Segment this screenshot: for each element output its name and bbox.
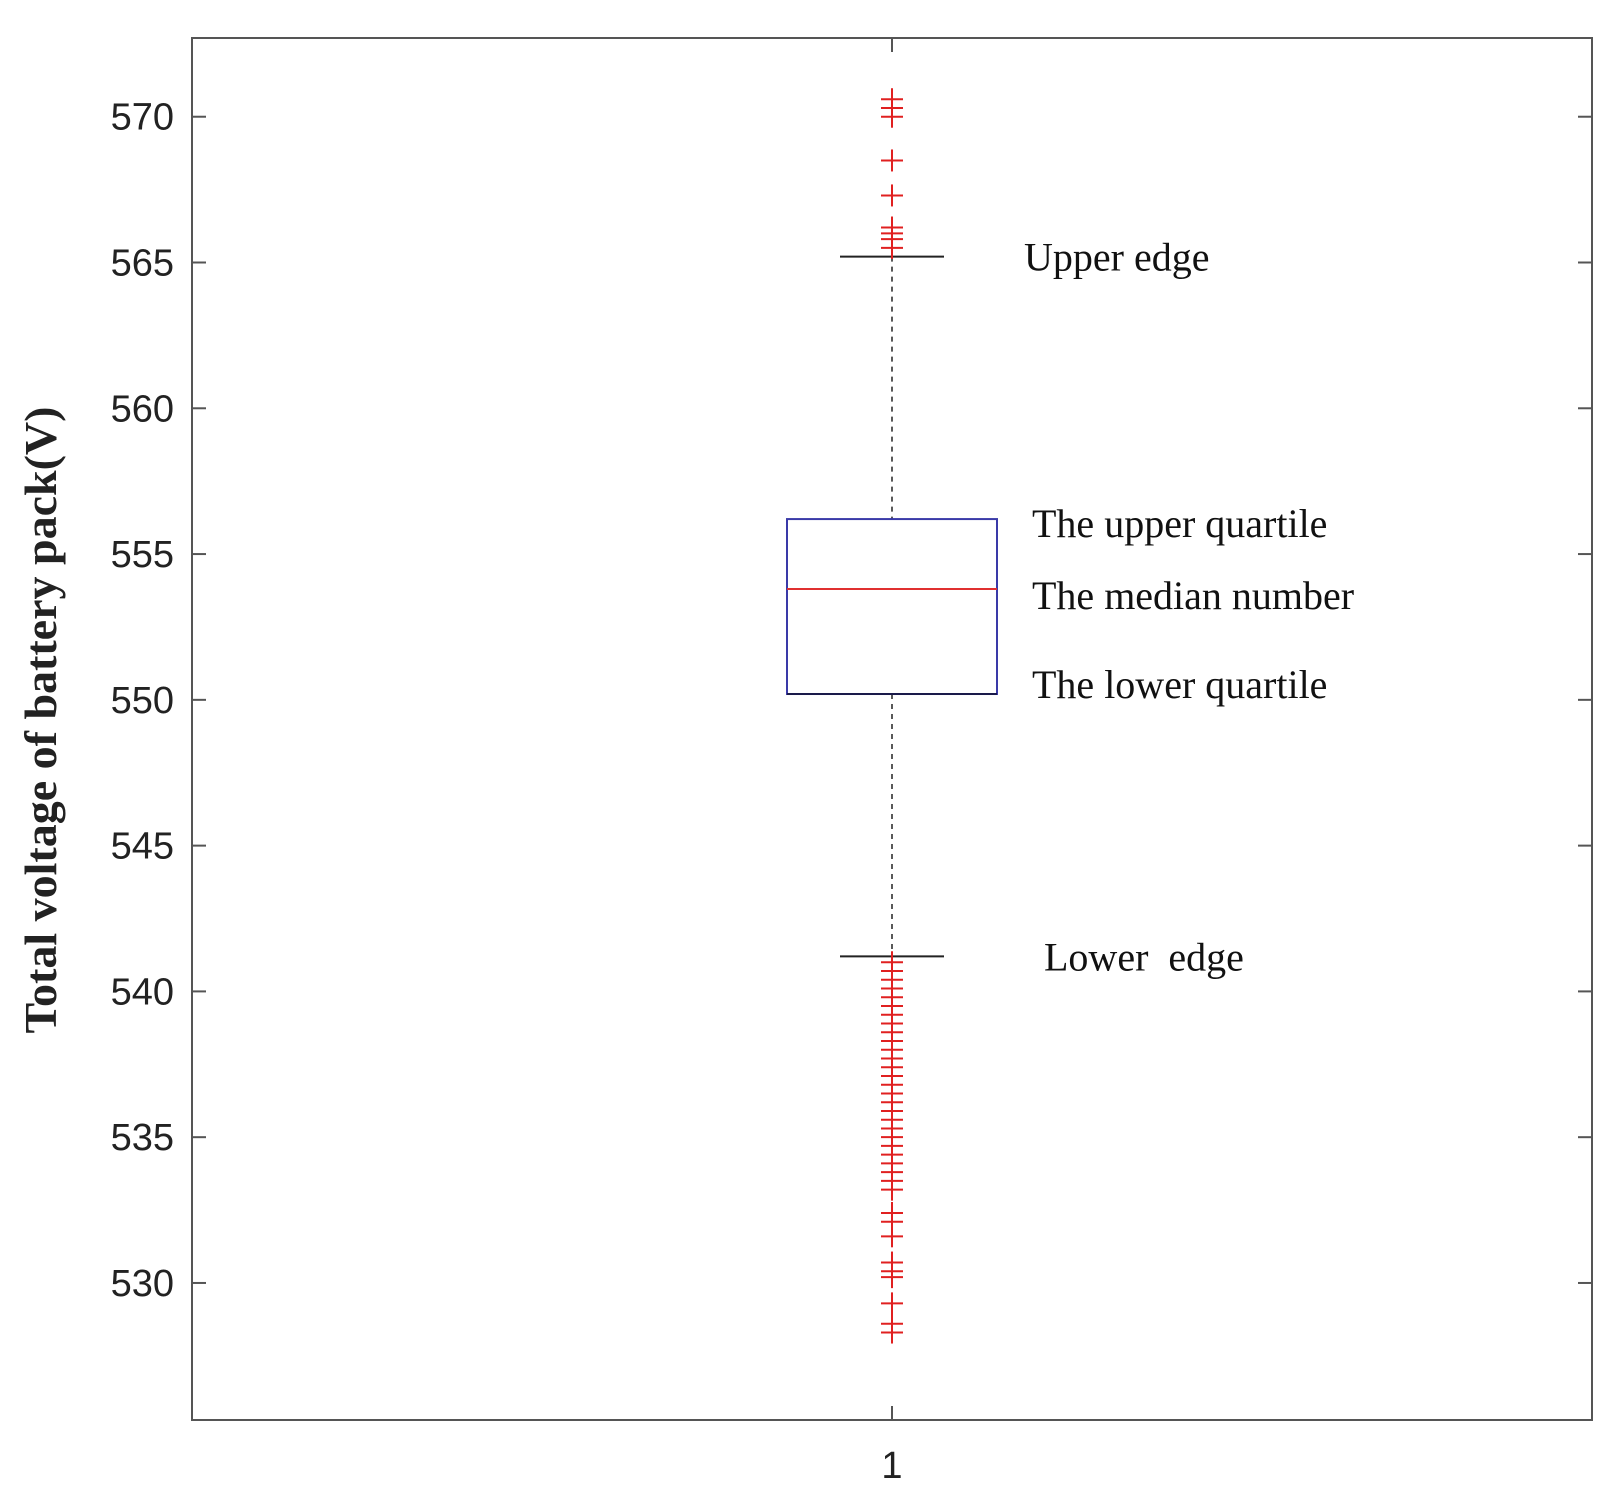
outlier-point [881,236,903,259]
y-tick-label: 565 [111,243,174,285]
annotation-label: The upper quartile [1032,501,1327,546]
y-tick-label: 545 [111,826,174,868]
y-tick-label: 530 [111,1263,174,1305]
outlier-point [881,1178,903,1201]
outlier-point [881,184,903,207]
annotation-label: The median number [1032,573,1354,618]
axes-layer [191,37,1593,1421]
y-tick-label: 570 [111,97,174,139]
y-axis-title: Total voltage of battery pack(V) [15,407,66,1034]
outlier-point [881,1225,903,1248]
y-tick-label: 540 [111,971,174,1013]
iqr-box [786,518,998,696]
y-tick-label: 555 [111,534,174,576]
x-tick-label: 1 [881,1445,902,1487]
annotation-label: Lower edge [1044,934,1244,979]
outlier-point [881,105,903,128]
outlier-point [881,1292,903,1315]
y-tick-label: 550 [111,680,174,722]
y-tick-label: 535 [111,1117,174,1159]
annotation-label: Upper edge [1024,235,1209,280]
marks-layer [786,88,998,1344]
labels-layer: Total voltage of battery pack(V) 530 535 5… [15,97,1354,1487]
outlier-point [881,149,903,172]
outlier-point [881,1266,903,1289]
outlier-point [881,1321,903,1344]
y-tick-label: 560 [111,388,174,430]
annotation-label: The lower quartile [1032,662,1327,707]
